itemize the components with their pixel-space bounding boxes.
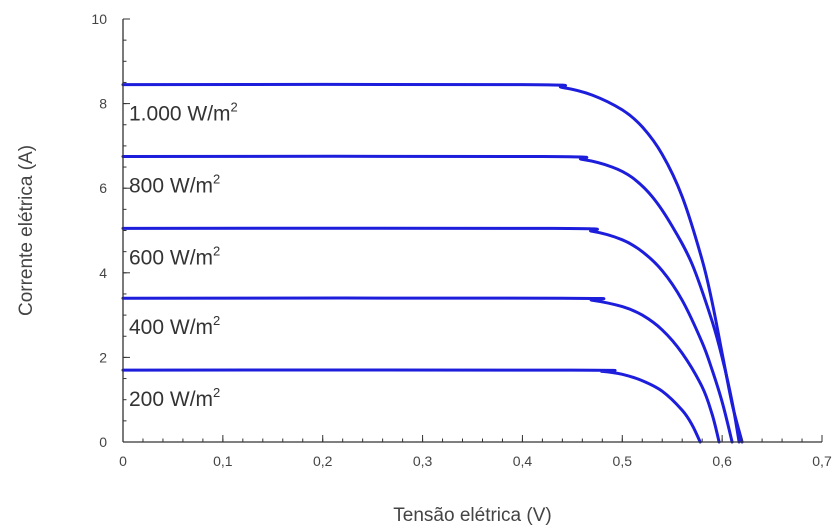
x-tick-label: 0,5 [613, 453, 633, 469]
x-tick-label: 0,6 [712, 453, 732, 469]
curve-series-4 [121, 368, 702, 444]
series-label-1: 800 W/m2 [129, 171, 220, 197]
x-tick-label: 0,3 [413, 453, 433, 469]
curves-group [121, 82, 744, 444]
series-label-superscript: 2 [231, 100, 238, 115]
series-label-text: 400 W/m [129, 316, 213, 339]
series-label-3: 400 W/m2 [129, 313, 220, 339]
y-tick-label: 4 [99, 265, 107, 281]
series-label-4: 200 W/m2 [129, 385, 220, 411]
y-ticks-group: 0 2 4 6 8 10 [91, 11, 130, 450]
curve-series-3 [121, 296, 721, 444]
series-label-2: 600 W/m2 [129, 243, 220, 269]
x-tick-label: 0 [119, 453, 127, 469]
y-tick-label: 0 [99, 434, 107, 450]
series-label-superscript: 2 [213, 243, 220, 258]
x-ticks-group: 0 0,1 0,2 0,3 0,4 0,5 0,6 0,7 [119, 435, 832, 469]
y-tick-label: 10 [91, 11, 107, 27]
x-axis-title: Tensão elétrica (V) [393, 505, 551, 526]
axes-group [122, 19, 822, 443]
y-tick-label: 8 [99, 96, 107, 112]
series-label-superscript: 2 [213, 171, 220, 186]
x-tick-label: 0,7 [812, 453, 832, 469]
x-tick-label: 0,4 [513, 453, 533, 469]
series-label-text: 800 W/m [129, 174, 213, 197]
curve-series-2 [121, 226, 734, 444]
series-label-superscript: 2 [213, 385, 220, 400]
x-tick-label: 0,1 [213, 453, 233, 469]
series-label-text: 600 W/m [129, 246, 213, 269]
series-label-superscript: 2 [213, 313, 220, 328]
series-label-0: 1.000 W/m2 [129, 100, 238, 126]
y-axis-title: Corrente elétrica (A) [16, 145, 37, 316]
y-tick-label: 2 [99, 349, 107, 365]
series-label-text: 200 W/m [129, 388, 213, 411]
y-tick-label: 6 [99, 180, 107, 196]
curve-series-0 [121, 82, 744, 444]
x-tick-label: 0,2 [313, 453, 333, 469]
curve-series-1 [121, 154, 741, 444]
series-label-text: 1.000 W/m [129, 103, 231, 126]
